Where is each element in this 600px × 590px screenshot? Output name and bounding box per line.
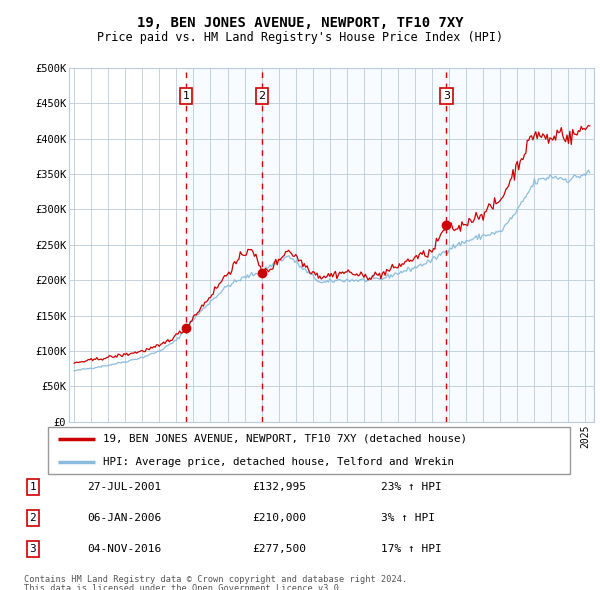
Text: 2: 2 [29,513,37,523]
Text: This data is licensed under the Open Government Licence v3.0.: This data is licensed under the Open Gov… [24,584,344,590]
Text: 19, BEN JONES AVENUE, NEWPORT, TF10 7XY: 19, BEN JONES AVENUE, NEWPORT, TF10 7XY [137,16,463,30]
Text: Price paid vs. HM Land Registry's House Price Index (HPI): Price paid vs. HM Land Registry's House … [97,31,503,44]
Text: 06-JAN-2006: 06-JAN-2006 [87,513,161,523]
Text: 3% ↑ HPI: 3% ↑ HPI [381,513,435,523]
Text: 23% ↑ HPI: 23% ↑ HPI [381,483,442,492]
Bar [186,68,262,422]
Bar [446,68,594,422]
Text: 3: 3 [443,91,450,101]
Text: 17% ↑ HPI: 17% ↑ HPI [381,544,442,553]
Text: £210,000: £210,000 [252,513,306,523]
Text: 27-JUL-2001: 27-JUL-2001 [87,483,161,492]
Text: 04-NOV-2016: 04-NOV-2016 [87,544,161,553]
Text: 3: 3 [29,544,37,553]
Text: 1: 1 [182,91,190,101]
Text: 2: 2 [259,91,266,101]
Text: £277,500: £277,500 [252,544,306,553]
Text: HPI: Average price, detached house, Telford and Wrekin: HPI: Average price, detached house, Telf… [103,457,454,467]
Text: Contains HM Land Registry data © Crown copyright and database right 2024.: Contains HM Land Registry data © Crown c… [24,575,407,584]
Bar [262,68,446,422]
Text: 1: 1 [29,483,37,492]
Text: £132,995: £132,995 [252,483,306,492]
Text: 19, BEN JONES AVENUE, NEWPORT, TF10 7XY (detached house): 19, BEN JONES AVENUE, NEWPORT, TF10 7XY … [103,434,467,444]
